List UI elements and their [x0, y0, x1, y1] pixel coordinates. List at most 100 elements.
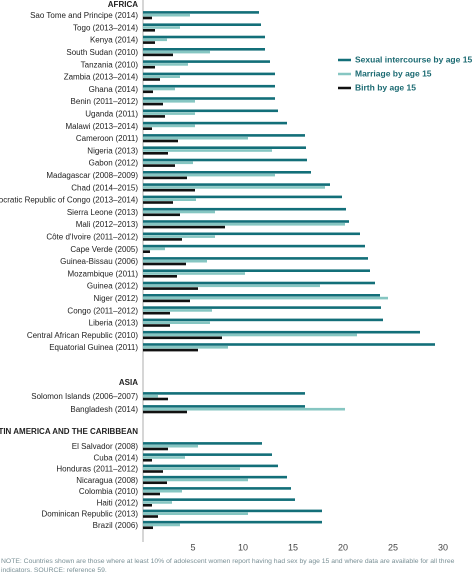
- bar: [143, 149, 272, 152]
- category-label: Dominican Republic (2013): [42, 510, 139, 519]
- bar: [143, 456, 185, 459]
- bar: [143, 478, 248, 482]
- bar: [143, 444, 198, 448]
- bar: [143, 23, 261, 26]
- legend-box: [334, 50, 474, 96]
- bar: [143, 498, 295, 501]
- note-box: NOTE: Countries shown are those where at…: [1, 558, 454, 574]
- bar: [143, 60, 270, 63]
- bar: [143, 311, 170, 315]
- bar: [143, 53, 173, 57]
- bar: [143, 336, 222, 340]
- bar: [143, 72, 275, 76]
- bar: [143, 63, 188, 66]
- category-label: Cameroon (2011): [76, 134, 138, 143]
- bar: [143, 324, 170, 327]
- bar: [143, 481, 167, 485]
- category-label: Honduras (2011–2012): [56, 465, 138, 474]
- bar: [143, 176, 187, 180]
- bar: [143, 343, 435, 346]
- bar: [143, 115, 165, 118]
- category-label: Côte d'Ivoire (2011–2012): [46, 233, 138, 242]
- bar: [143, 520, 322, 524]
- bar: [143, 397, 168, 401]
- bar: [143, 183, 330, 186]
- x-tick-label: 30: [438, 542, 448, 552]
- bar: [143, 232, 360, 236]
- bar: [143, 346, 228, 349]
- category-label: Uganda (2011): [85, 110, 138, 119]
- bar: [143, 207, 346, 211]
- category-label: Brazil (2006): [93, 521, 139, 530]
- bar: [143, 225, 225, 229]
- bar: [143, 84, 275, 88]
- category-label: Democratic Republic of Congo (2013–2014): [0, 196, 138, 205]
- bar: [143, 188, 195, 192]
- bar: [143, 272, 245, 275]
- bar: [143, 523, 180, 527]
- bar: [143, 124, 195, 128]
- bar: [143, 109, 278, 113]
- category-label: Benin (2011–2012): [71, 97, 139, 106]
- bar: [143, 501, 172, 504]
- bar: [143, 330, 420, 334]
- bar: [143, 333, 357, 337]
- category-label: Solomon Islands (2006–2007): [31, 392, 138, 401]
- legend-label: Birth by age 15: [355, 82, 416, 92]
- bar: [143, 492, 160, 496]
- bar: [143, 503, 152, 507]
- bar: [143, 220, 349, 223]
- legend-label: Sexual intercourse by age 15: [355, 54, 472, 64]
- bar: [143, 16, 152, 20]
- bar: [143, 348, 198, 352]
- bar: [143, 244, 365, 248]
- bar: [143, 121, 287, 125]
- bar: [143, 259, 207, 263]
- bar: [143, 136, 248, 140]
- bar: [143, 318, 383, 322]
- bar: [143, 198, 196, 201]
- bar: [143, 48, 265, 51]
- category-label: Nicaragua (2008): [76, 476, 138, 485]
- category-label: Congo (2011–2012): [67, 306, 138, 315]
- bar: [143, 35, 265, 39]
- category-label: Equatorial Guinea (2011): [49, 343, 138, 352]
- legend-label: Marriage by age 15: [355, 68, 432, 78]
- bar: [143, 90, 153, 94]
- bar: [143, 306, 381, 309]
- bar: [143, 78, 160, 81]
- bar: [143, 87, 175, 91]
- bar: [143, 512, 248, 515]
- bar: [143, 467, 240, 470]
- category-label: El Salvador (2008): [72, 442, 139, 451]
- category-label: Togo (2013–2014): [73, 23, 138, 32]
- bar: [143, 410, 187, 414]
- category-label: Guinea (2012): [87, 282, 138, 291]
- bar: [143, 97, 275, 100]
- bar: [143, 489, 182, 493]
- bar: [143, 158, 307, 162]
- bar: [143, 309, 212, 312]
- bar: [143, 464, 278, 468]
- category-label: Bangladesh (2014): [70, 405, 138, 414]
- bar: [143, 475, 287, 479]
- bar: [143, 102, 163, 106]
- bar: [143, 161, 193, 165]
- bar: [143, 442, 262, 445]
- category-label: Haiti (2012): [97, 498, 139, 507]
- x-tick-label: 10: [238, 542, 248, 552]
- bar: [143, 284, 320, 288]
- group-header: AFRICA: [108, 0, 138, 9]
- bar: [143, 257, 368, 260]
- bar: [143, 235, 215, 238]
- bar: [143, 65, 155, 69]
- bar: [143, 195, 342, 199]
- bar: [143, 186, 325, 189]
- bar: [143, 515, 158, 518]
- bar: [143, 526, 153, 530]
- bar: [143, 407, 345, 411]
- bar: [143, 26, 180, 29]
- category-label: Gabon (2012): [89, 159, 139, 168]
- category-label: Kenya (2014): [90, 36, 138, 45]
